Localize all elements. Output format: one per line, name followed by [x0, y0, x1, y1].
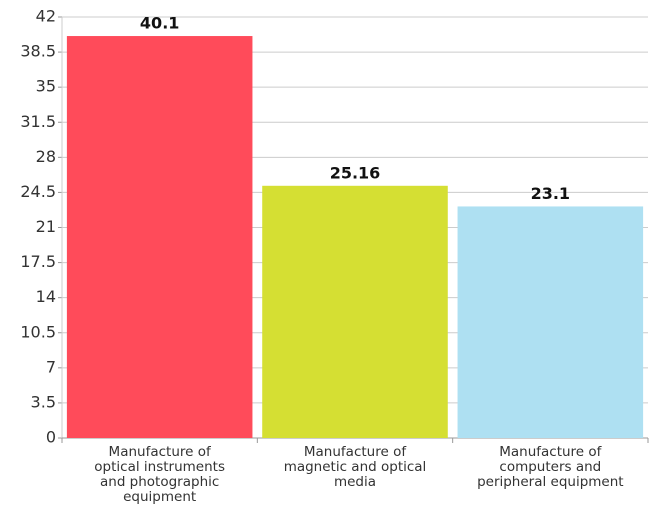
bar — [457, 206, 644, 438]
bar — [262, 185, 448, 438]
y-tick-label: 24.5 — [20, 182, 56, 201]
y-tick-label: 10.5 — [20, 322, 56, 341]
y-tick-label: 7 — [46, 357, 56, 376]
x-tick-label: Manufacture of optical instruments and p… — [94, 444, 225, 505]
y-tick-label: 31.5 — [20, 112, 56, 131]
y-tick-label: 21 — [36, 217, 56, 236]
y-tick-label: 38.5 — [20, 42, 56, 61]
y-tick-label: 14 — [36, 287, 56, 306]
value-label: 25.16 — [330, 163, 381, 182]
x-tick-label: Manufacture of magnetic and optical medi… — [283, 444, 427, 490]
y-tick-label: 17.5 — [20, 252, 56, 271]
y-tick-label: 0 — [46, 428, 56, 447]
y-tick-label: 3.5 — [31, 392, 56, 411]
y-tick-label: 28 — [36, 147, 56, 166]
x-tick-label: Manufacture of computers and peripheral … — [477, 444, 624, 490]
bar — [66, 36, 253, 439]
y-tick-label: 42 — [36, 7, 56, 26]
value-label: 23.1 — [531, 184, 570, 203]
value-label: 40.1 — [140, 14, 179, 33]
y-tick-label: 35 — [36, 77, 56, 96]
